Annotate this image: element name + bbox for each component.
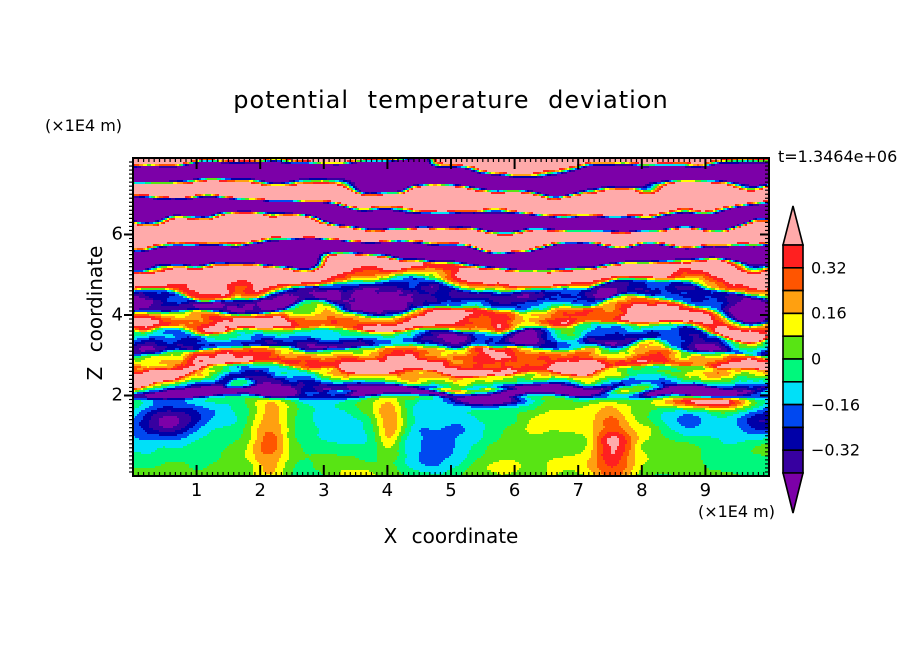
x-tick-label: 3 [318, 480, 330, 501]
page-title: potential temperature deviation [233, 86, 669, 114]
contour-field-canvas [133, 158, 769, 476]
colorbar-label: −0.32 [811, 440, 861, 460]
plot-frame [132, 157, 770, 477]
x-tick-label: 5 [445, 480, 457, 501]
colorbar-segment [782, 449, 804, 474]
axes-frame-and-ticks [124, 157, 770, 477]
colorbar-segment [782, 335, 804, 360]
colorbar [781, 205, 805, 514]
colorbar-segment [782, 358, 804, 383]
x-tick-label: 4 [381, 480, 394, 501]
x-tick-label: 8 [636, 480, 648, 501]
timestamp-label: t=1.3464e+06 [778, 147, 898, 166]
colorbar-segment [782, 426, 804, 451]
x-tick-label: 9 [699, 480, 712, 501]
colorbar-segment [782, 312, 804, 338]
colorbar-segment [782, 244, 804, 269]
colorbar-label: −0.16 [811, 395, 861, 415]
z-tick-label: 2 [111, 384, 123, 406]
colorbar-segment [782, 403, 804, 429]
x-axis-unit-label: (×1E4 m) [697, 502, 775, 521]
x-tick-label: 1 [190, 480, 203, 501]
x-tick-label: 6 [508, 480, 521, 501]
colorbar-segment [782, 381, 804, 406]
colorbar-segment [782, 289, 804, 315]
colorbar-segment [782, 267, 804, 292]
x-tick-label: 7 [572, 480, 584, 501]
z-tick-label: 4 [111, 304, 123, 326]
colorbar-arrow-bottom [781, 472, 805, 514]
colorbar-label: 0.16 [811, 303, 847, 323]
x-tick-label: 2 [254, 480, 266, 501]
colorbar-arrow-top [781, 205, 805, 246]
colorbar-label: 0.32 [811, 258, 847, 278]
z-tick-label: 6 [111, 223, 123, 245]
colorbar-label: 0 [811, 349, 822, 369]
x-axis-title: X coordinate [383, 524, 519, 548]
z-axis-unit-label: (×1E4 m) [45, 116, 123, 135]
